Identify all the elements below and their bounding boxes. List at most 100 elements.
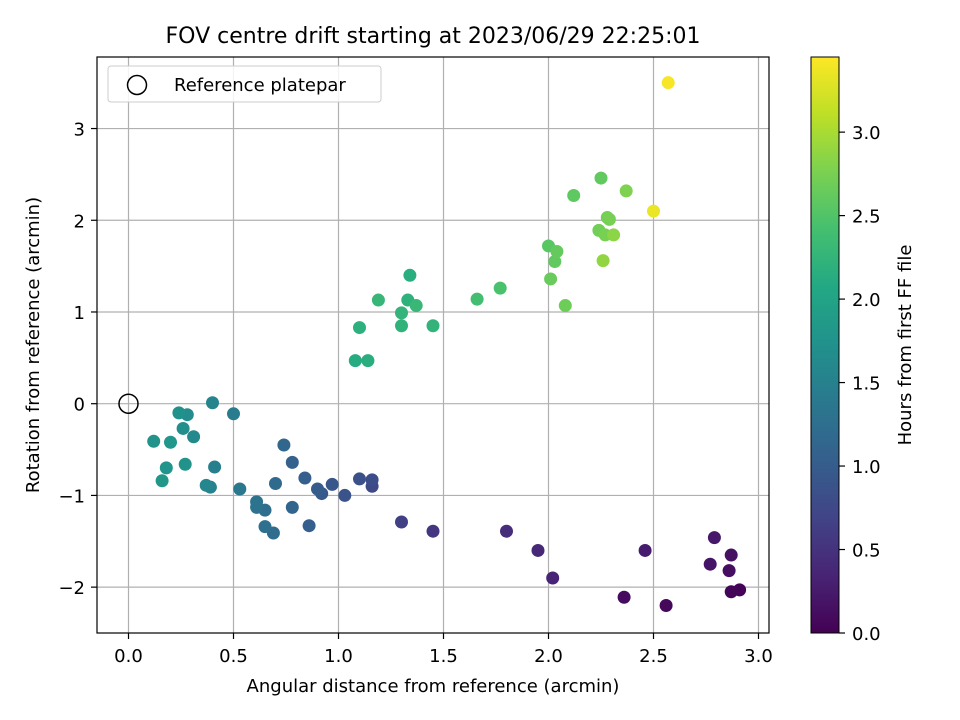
data-points	[147, 76, 747, 612]
data-point	[250, 495, 264, 509]
legend-box	[107, 65, 382, 103]
y-tick-label: 2	[74, 211, 85, 232]
data-point	[325, 477, 339, 491]
legend-label: Reference platepar	[174, 75, 346, 96]
data-point	[365, 473, 379, 487]
data-point	[155, 474, 169, 488]
data-point	[724, 585, 738, 599]
data-point	[147, 434, 161, 448]
data-point	[199, 478, 213, 492]
data-point	[298, 471, 312, 485]
data-point	[724, 548, 738, 562]
data-point	[567, 188, 581, 202]
data-point	[395, 319, 408, 333]
colorbar-gradient	[810, 56, 840, 634]
data-point	[172, 406, 186, 420]
grid	[97, 57, 769, 633]
legend-marker-icon	[126, 74, 148, 96]
data-point	[703, 557, 717, 571]
data-point	[311, 482, 324, 496]
colorbar-tick-label: 1.0	[852, 457, 881, 478]
colorbar-tick-label: 0.5	[852, 541, 881, 562]
data-point	[233, 482, 247, 496]
data-point	[617, 590, 631, 604]
x-axis-label: Angular distance from reference (arcmin)	[247, 676, 620, 697]
data-point	[531, 543, 545, 557]
data-point	[338, 488, 352, 502]
data-point	[176, 421, 190, 435]
colorbar-tick-label: 0.0	[852, 624, 881, 645]
data-point	[159, 461, 173, 475]
data-point	[594, 171, 608, 185]
data-point	[707, 531, 721, 545]
data-point	[661, 76, 675, 90]
data-point	[164, 435, 177, 449]
x-tick-label: 2.5	[639, 646, 668, 667]
x-tick-label: 0.0	[114, 646, 143, 667]
x-tick-label: 0.5	[219, 646, 248, 667]
data-point	[403, 268, 417, 282]
y-tick-label: 0	[74, 395, 85, 416]
colorbar-tick-label: 2.5	[852, 207, 881, 228]
data-point	[638, 543, 652, 557]
data-point	[550, 244, 564, 258]
data-point	[426, 524, 440, 538]
data-point	[353, 472, 366, 486]
data-point	[558, 299, 572, 313]
data-point	[187, 430, 201, 444]
x-tick-label: 1.0	[324, 646, 353, 667]
legend: Reference platepar	[107, 65, 382, 103]
data-point	[227, 407, 240, 421]
y-axis-label: Rotation from reference (arcmin)	[23, 197, 44, 493]
data-point	[544, 272, 558, 286]
data-point	[285, 455, 299, 469]
data-point	[277, 438, 291, 452]
data-point	[395, 515, 408, 529]
data-point	[426, 319, 440, 333]
x-tick-label: 3.0	[744, 646, 773, 667]
data-point	[607, 228, 621, 242]
x-axis-ticks: 0.0 0.5 1.0 1.5 2.0 2.5 3.0	[114, 633, 773, 667]
colorbar-ticks: 0.0 0.5 1.0 1.5 2.0 2.5 3.0	[839, 123, 881, 645]
data-point	[659, 598, 673, 612]
data-point	[493, 281, 507, 295]
reference-point	[118, 393, 139, 414]
data-point	[353, 321, 366, 335]
x-tick-label: 1.5	[429, 646, 458, 667]
data-point	[619, 184, 633, 198]
data-point	[208, 460, 222, 474]
data-point	[395, 306, 408, 320]
plot-frame	[96, 56, 770, 634]
data-point	[548, 255, 562, 269]
x-tick-label: 2.0	[534, 646, 563, 667]
colorbar: 0.0 0.5 1.0 1.5 2.0 2.5 3.0 Hours from first F…	[810, 56, 916, 645]
data-point	[602, 212, 616, 226]
data-point	[647, 204, 660, 218]
data-point	[269, 476, 282, 490]
data-point	[206, 396, 219, 410]
data-point	[371, 293, 385, 307]
colorbar-tick-label: 3.0	[852, 123, 881, 144]
y-tick-label: −1	[58, 486, 85, 507]
data-point	[722, 564, 736, 578]
data-point	[500, 524, 513, 538]
data-point	[348, 354, 362, 368]
data-point	[409, 299, 423, 313]
y-tick-label: −2	[58, 578, 85, 599]
y-tick-label: 3	[74, 120, 85, 141]
data-point	[361, 354, 375, 368]
data-point	[302, 519, 316, 533]
data-point	[285, 500, 299, 514]
colorbar-tick-label: 2.0	[852, 290, 881, 311]
data-point	[596, 254, 610, 268]
data-point	[470, 292, 484, 306]
y-tick-label: 1	[74, 303, 85, 324]
data-point	[546, 571, 560, 585]
colorbar-label: Hours from first FF file	[895, 245, 916, 446]
chart-title: FOV centre drift starting at 2023/06/29 …	[166, 24, 701, 49]
data-point	[178, 457, 192, 471]
data-point	[258, 520, 272, 534]
y-axis-ticks: −2 −1 0 1 2 3	[58, 120, 97, 599]
colorbar-tick-label: 1.5	[852, 374, 881, 395]
